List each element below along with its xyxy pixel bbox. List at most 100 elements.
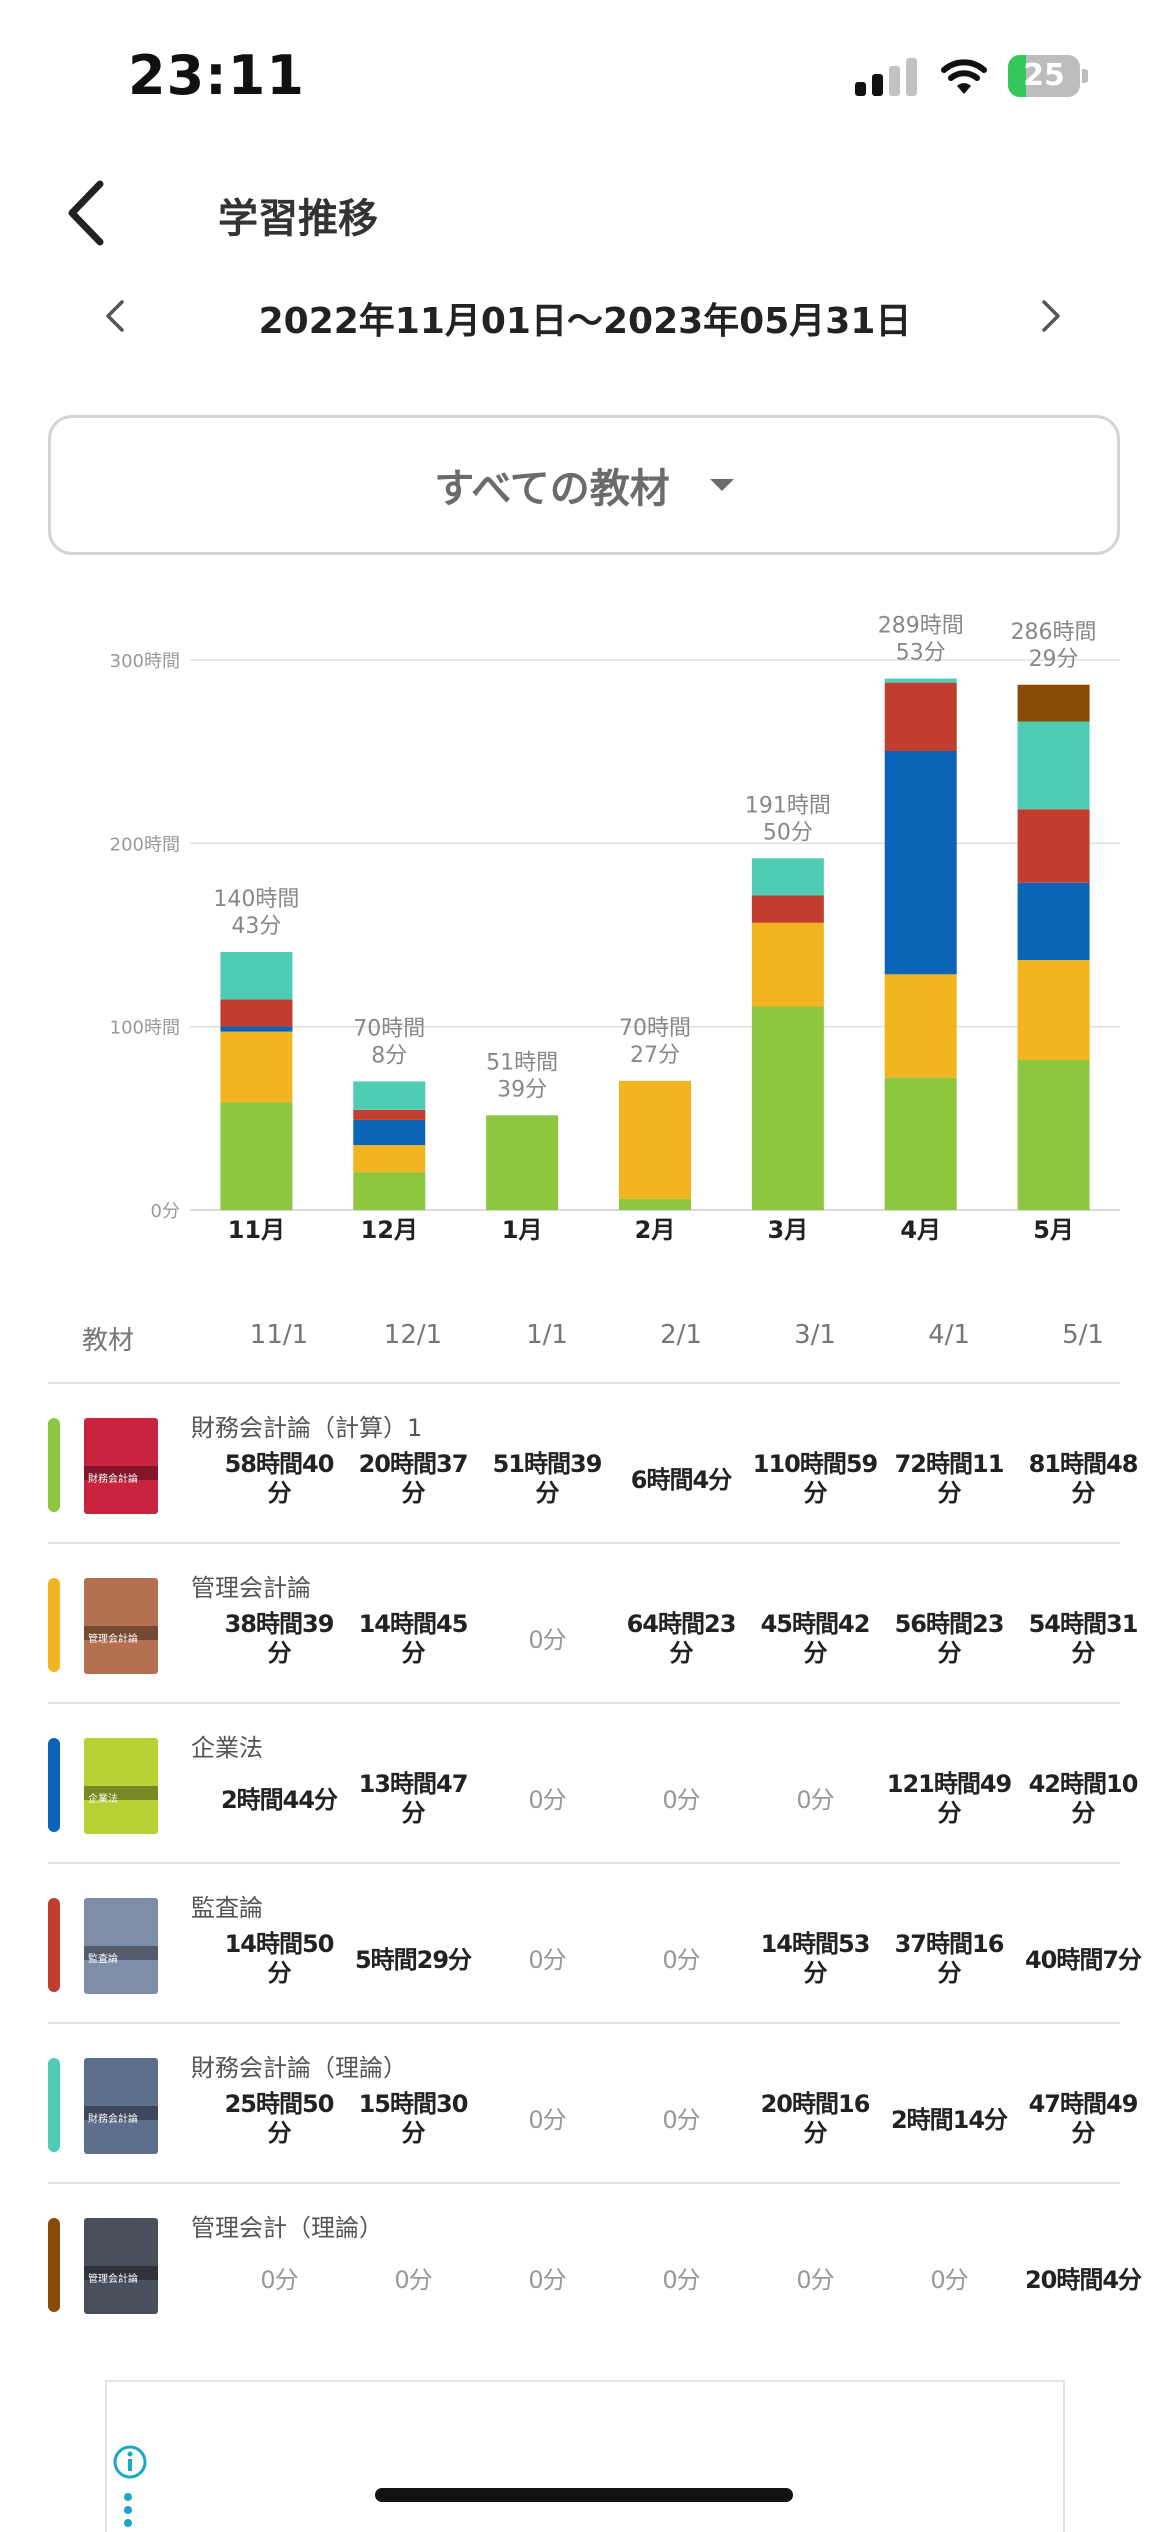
material-name: 企業法: [191, 1734, 263, 1762]
table-row[interactable]: 財務会計論 財務会計論（理論） 25時間50 分 15時間30 分 0分 0分 20時間16 分 2…: [48, 2024, 1138, 2182]
study-time-cell: 38時間39 分: [224, 1610, 335, 1667]
table-row[interactable]: 管理会計論 管理会計論 38時間39 分 14時間45 分 0分 64時間23 分 45時間42 分…: [48, 1544, 1138, 1702]
bar-segment: [884, 974, 957, 1078]
bar-total-label: 39分: [497, 1077, 547, 1102]
divider: [48, 1702, 1120, 1704]
more-options-icon[interactable]: [122, 2492, 134, 2528]
table-row[interactable]: 監査論 監査論 14時間50 分 5時間29分 0分 0分 14時間53 分 37時間16 分 40時…: [48, 1864, 1142, 2022]
bar-total-label: 53分: [896, 641, 946, 666]
study-time-cell: 64時間23 分: [626, 1610, 737, 1667]
x-tick-label: 2月: [635, 1216, 676, 1244]
bar-segment: [884, 678, 957, 683]
thumbnail-title: 管理会計論: [88, 2274, 138, 2285]
back-chevron-icon[interactable]: [62, 178, 112, 248]
bar-segment: [619, 1198, 691, 1210]
material-thumbnail: 財務会計論: [84, 2058, 158, 2154]
previous-period-chevron-icon[interactable]: [96, 296, 136, 336]
x-tick-label: 1月: [502, 1216, 543, 1244]
material-selector-label: すべての教材: [434, 466, 670, 512]
study-time-cell: 14時間45 分: [358, 1610, 469, 1667]
bar-total-label: 191時間: [745, 793, 831, 818]
thumbnail-title: 企業法: [88, 1794, 118, 1805]
bar-segment: [1017, 1060, 1090, 1210]
home-indicator: [375, 2488, 793, 2502]
thumbnail-title: 管理会計論: [88, 1634, 138, 1645]
study-time-cell: 72時間11 分: [894, 1450, 1005, 1507]
next-period-chevron-icon[interactable]: [1030, 296, 1070, 336]
study-time-cell: 42時間10 分: [1028, 1770, 1139, 1827]
bar-segment: [220, 952, 293, 1000]
study-time-cell: 37時間16 分: [894, 1930, 1005, 1987]
info-icon[interactable]: [112, 2444, 148, 2480]
caret-down-icon: [709, 479, 734, 491]
bar-segment: [486, 1115, 559, 1210]
divider: [48, 2022, 1120, 2024]
table-row[interactable]: 管理会計論 管理会計（理論） 0分 0分 0分 0分 0分 0分 20時間4分: [48, 2184, 1142, 2342]
bar-segment: [220, 1026, 293, 1032]
date-range-label: 2022年11月01日〜2023年05月31日: [258, 301, 912, 342]
study-time-cell: 40時間7分: [1024, 1946, 1142, 1974]
table-row[interactable]: 財務会計論 財務会計論（計算）1 58時間40 分 20時間37 分 51時間39 分 6時間4…: [48, 1384, 1138, 1542]
study-time-cell: 47時間49 分: [1028, 2090, 1139, 2147]
material-color-stripe: [48, 1418, 60, 1512]
thumbnail-title: 監査論: [88, 1954, 118, 1965]
bar-total-label: 27分: [630, 1043, 680, 1068]
study-time-cell: 25時間50 分: [224, 2090, 335, 2147]
study-time-chart: 0分100時間200時間300時間140時間43分11月70時間8分12月51時…: [110, 614, 1120, 1244]
study-time-cell: 0分: [528, 1626, 566, 1654]
study-time-cell: 0分: [662, 2266, 700, 2294]
study-time-cell: 20時間16 分: [760, 2090, 871, 2147]
table-header: 教材 11/1 12/1 1/1 2/1 3/1 4/1 5/1: [48, 1320, 1120, 1380]
study-time-cell: 56時間23 分: [894, 1610, 1005, 1667]
bar-total-label: 70時間: [353, 1016, 425, 1041]
bar-segment: [353, 1145, 426, 1173]
bar-segment: [220, 1102, 293, 1210]
study-time-cell: 0分: [394, 2266, 432, 2294]
bar-segment: [619, 1080, 691, 1199]
battery-icon: 25: [1008, 55, 1088, 97]
study-time-cell: 0分: [796, 2266, 834, 2294]
y-tick-label: 0分: [151, 1201, 180, 1222]
x-tick-label: 3月: [768, 1216, 809, 1244]
bar-segment: [751, 858, 824, 896]
bar-segment: [1017, 684, 1090, 722]
study-time-cell: 20時間37 分: [358, 1450, 469, 1507]
study-time-cell: 121時間49 分: [886, 1770, 1013, 1827]
bar-segment: [1017, 721, 1090, 810]
material-thumbnail: 監査論: [84, 1898, 158, 1994]
ad-banner[interactable]: [105, 2380, 1065, 2532]
bar-total-label: 286時間: [1011, 620, 1097, 645]
x-tick-label: 4月: [900, 1216, 941, 1244]
bar-segment: [1017, 882, 1090, 961]
divider: [48, 1862, 1120, 1864]
y-tick-label: 100時間: [110, 1018, 180, 1039]
status-time: 23:11: [128, 44, 305, 107]
table-header-date: 4/1: [928, 1320, 970, 1350]
material-color-stripe: [48, 1738, 60, 1832]
study-time-cell: 0分: [662, 1946, 700, 1974]
study-time-cell: 81時間48 分: [1028, 1450, 1139, 1507]
bar-segment: [353, 1109, 426, 1120]
study-time-cell: 0分: [260, 2266, 298, 2294]
study-time-cell: 2時間44分: [220, 1786, 338, 1814]
bar-total-label: 43分: [231, 914, 281, 939]
cellular-signal-icon: [855, 58, 917, 96]
bar-total-label: 8分: [371, 1043, 407, 1068]
table-row[interactable]: 企業法 企業法 2時間44分 13時間47 分 0分 0分 0分 121時間49 分 42時間10 分: [48, 1704, 1138, 1862]
bar-segment: [220, 1031, 293, 1103]
study-time-cell: 13時間47 分: [358, 1770, 469, 1827]
bar-total-label: 51時間: [486, 1050, 558, 1075]
bar-segment: [353, 1119, 426, 1146]
bar-total-label: 50分: [763, 820, 813, 845]
table-header-date: 3/1: [794, 1320, 836, 1350]
bar-segment: [884, 1077, 957, 1210]
study-time-cell: 5時間29分: [354, 1946, 472, 1974]
study-time-cell: 20時間4分: [1024, 2266, 1142, 2294]
battery-level: 25: [1023, 58, 1065, 93]
study-time-cell: 0分: [662, 2106, 700, 2134]
table-header-date: 2/1: [660, 1320, 702, 1350]
study-time-cell: 51時間39 分: [492, 1450, 603, 1507]
y-tick-label: 300時間: [110, 651, 180, 672]
material-selector-dropdown[interactable]: すべての教材: [48, 415, 1120, 555]
bar-segment: [353, 1081, 426, 1110]
